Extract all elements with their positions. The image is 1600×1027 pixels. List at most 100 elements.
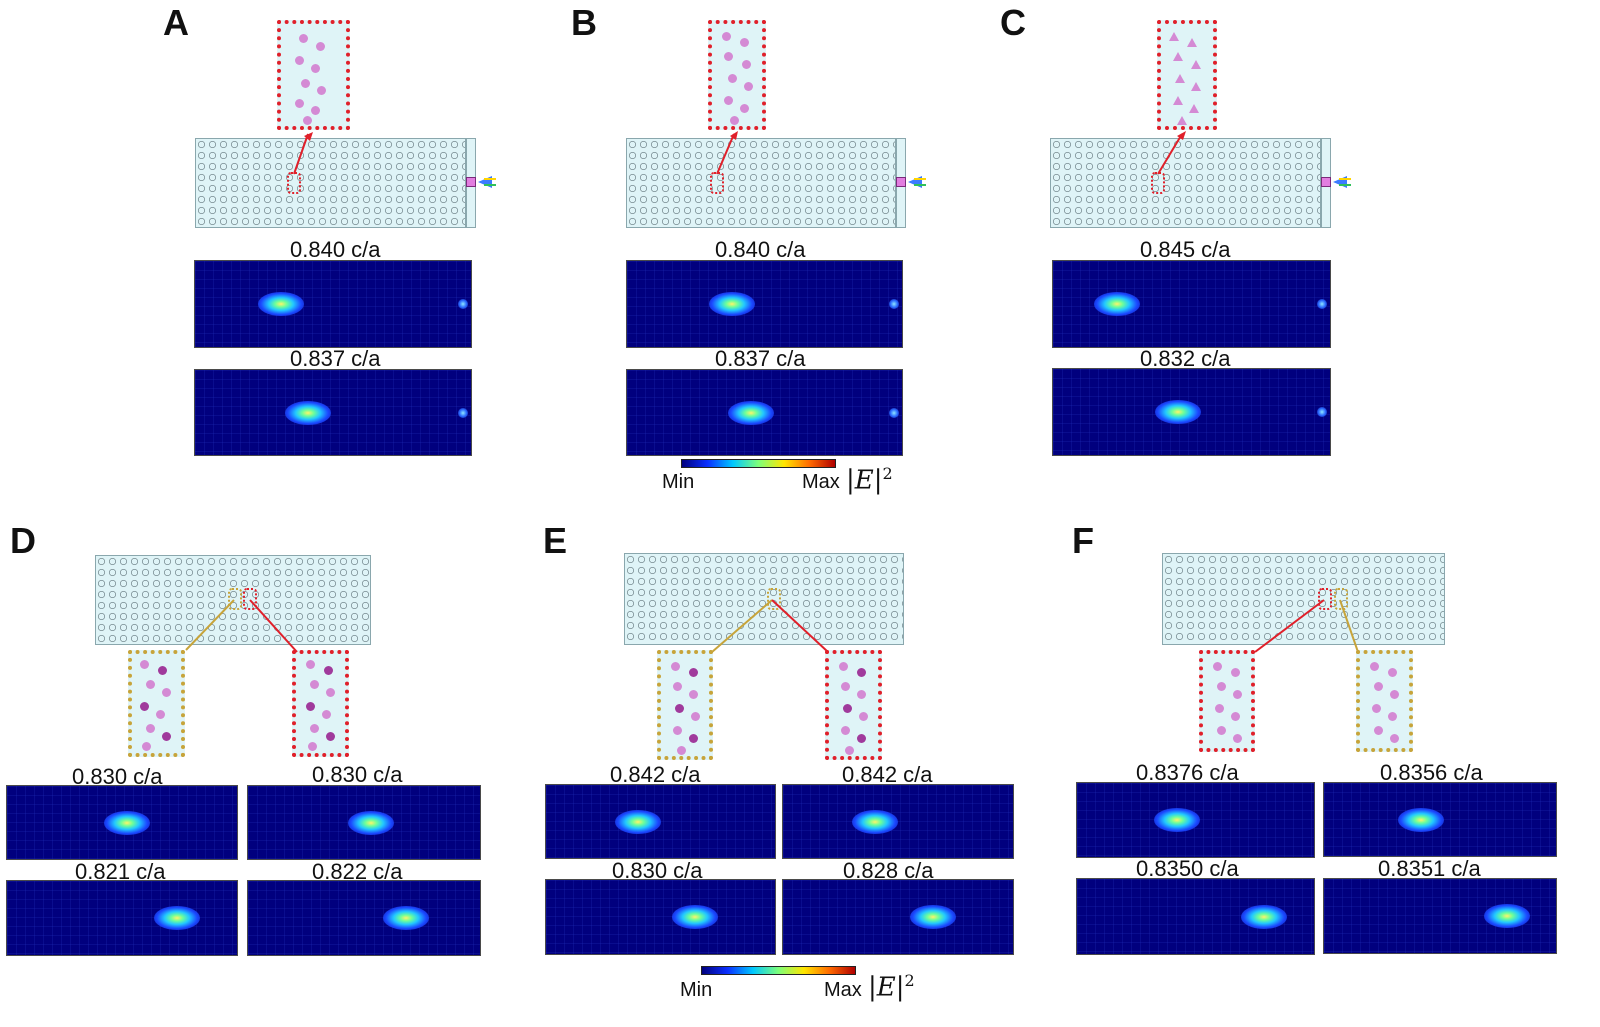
field-hotspot <box>1317 407 1327 417</box>
field-hotspot <box>615 810 661 834</box>
defect-dot <box>299 34 308 43</box>
field-hotspot <box>672 905 718 929</box>
defect-triangle <box>1173 52 1183 61</box>
field-map-e-right-bottom <box>782 879 1014 955</box>
field-hotspot <box>1154 808 1200 832</box>
defect-dot <box>1233 690 1242 699</box>
defect-inset-a <box>277 20 350 130</box>
defect-dot <box>673 726 682 735</box>
defect-dot <box>306 702 315 711</box>
defect-dot <box>1388 712 1397 721</box>
colorbar-exponent-bottom: 2 <box>904 971 915 990</box>
colorbar-min-label-bottom: Min <box>680 979 713 1001</box>
defect-dot <box>326 688 335 697</box>
defect-dot <box>1374 682 1383 691</box>
defect-inset-b <box>708 20 766 130</box>
field-map-e-left-bottom <box>545 879 776 955</box>
colorbar-quantity-top: |E|2 <box>846 464 893 496</box>
frequency-label-c-top: 0.845 c/a <box>1140 237 1231 262</box>
defect-inset-e-gold <box>657 650 713 760</box>
defect-dot <box>1370 662 1379 671</box>
defect-triangle <box>1191 60 1201 69</box>
defect-dot <box>857 668 866 677</box>
colorbar-max-label-bottom: Max <box>824 979 862 1001</box>
defect-dot <box>722 32 731 41</box>
defect-dot <box>689 690 698 699</box>
field-map-d-left-top <box>6 785 238 860</box>
colorbar-gradient-top <box>681 459 836 468</box>
field-hotspot <box>258 292 304 316</box>
colorbar-max-label-top: Max <box>802 471 840 493</box>
field-map-f-left-bottom <box>1076 878 1315 955</box>
frequency-label-d-left-top: 0.830 c/a <box>72 764 163 789</box>
field-map-e-left-top <box>545 784 776 859</box>
frequency-label-e-left-top: 0.842 c/a <box>610 762 701 787</box>
defect-dot <box>324 666 333 675</box>
field-map-f-left-top <box>1076 782 1315 858</box>
photonic-crystal-c <box>1050 138 1321 228</box>
field-hotspot <box>458 408 468 418</box>
panel-label-f: F <box>1072 520 1094 561</box>
colorbar-quantity-text-top: |E| <box>846 465 883 496</box>
defect-dot <box>311 64 320 73</box>
frequency-label-d-left-bottom: 0.821 c/a <box>75 859 166 884</box>
defect-dot <box>1372 704 1381 713</box>
defect-marker-d-gold <box>228 588 242 610</box>
photonic-crystal-e <box>624 553 904 645</box>
defect-triangle <box>1187 38 1197 47</box>
field-map-a-bottom <box>194 369 472 456</box>
frequency-label-e-right-top: 0.842 c/a <box>842 762 933 787</box>
field-hotspot <box>852 810 898 834</box>
frequency-label-d-right-bottom: 0.822 c/a <box>312 859 403 884</box>
defect-triangle <box>1177 116 1187 125</box>
panel-label-e: E <box>543 520 568 561</box>
frequency-label-f-left-top: 0.8376 c/a <box>1136 760 1239 785</box>
field-map-f-right-bottom <box>1323 878 1557 954</box>
defect-dot <box>845 746 854 755</box>
frequency-label-a-bottom: 0.837 c/a <box>290 346 381 371</box>
field-map-e-right-top <box>782 784 1014 859</box>
field-map-b-bottom <box>626 369 903 456</box>
source-marker-b <box>896 177 906 187</box>
frequency-label-f-right-top: 0.8356 c/a <box>1380 760 1483 785</box>
defect-marker-e <box>767 588 781 610</box>
field-hotspot <box>1398 808 1444 832</box>
defect-dot <box>146 724 155 733</box>
defect-dot <box>740 104 749 113</box>
defect-dot <box>316 42 325 51</box>
field-map-a-top <box>194 260 472 348</box>
field-hotspot <box>1484 904 1530 928</box>
defect-triangle <box>1189 104 1199 113</box>
frequency-label-f-right-bottom: 0.8351 c/a <box>1378 856 1481 881</box>
defect-dot <box>310 680 319 689</box>
frequency-label-b-top: 0.840 c/a <box>715 237 806 262</box>
frequency-label-a-top: 0.840 c/a <box>290 237 381 262</box>
defect-dot <box>673 682 682 691</box>
defect-dot <box>326 732 335 741</box>
defect-dot <box>857 690 866 699</box>
frequency-label-b-bottom: 0.837 c/a <box>715 346 806 371</box>
defect-dot <box>1217 682 1226 691</box>
photonic-crystal-d <box>95 555 371 645</box>
defect-dot <box>857 734 866 743</box>
defect-dot <box>728 74 737 83</box>
defect-dot <box>140 702 149 711</box>
defect-dot <box>740 38 749 47</box>
field-hotspot <box>889 299 899 309</box>
frequency-label-f-left-bottom: 0.8350 c/a <box>1136 856 1239 881</box>
defect-dot <box>1231 668 1240 677</box>
field-hotspot <box>1094 292 1140 316</box>
panel-label-d: D <box>10 520 36 561</box>
field-hotspot <box>1155 400 1201 424</box>
colorbar-gradient-bottom <box>701 966 856 975</box>
defect-dot <box>859 712 868 721</box>
field-map-c-bottom <box>1052 368 1331 456</box>
defect-marker-f-red <box>1318 588 1332 610</box>
defect-dot <box>295 99 304 108</box>
photonic-crystal-f <box>1162 553 1445 645</box>
defect-dot <box>689 734 698 743</box>
defect-dot <box>310 724 319 733</box>
defect-dot <box>303 116 312 125</box>
field-hotspot <box>154 906 200 930</box>
source-marker-a <box>466 177 476 187</box>
